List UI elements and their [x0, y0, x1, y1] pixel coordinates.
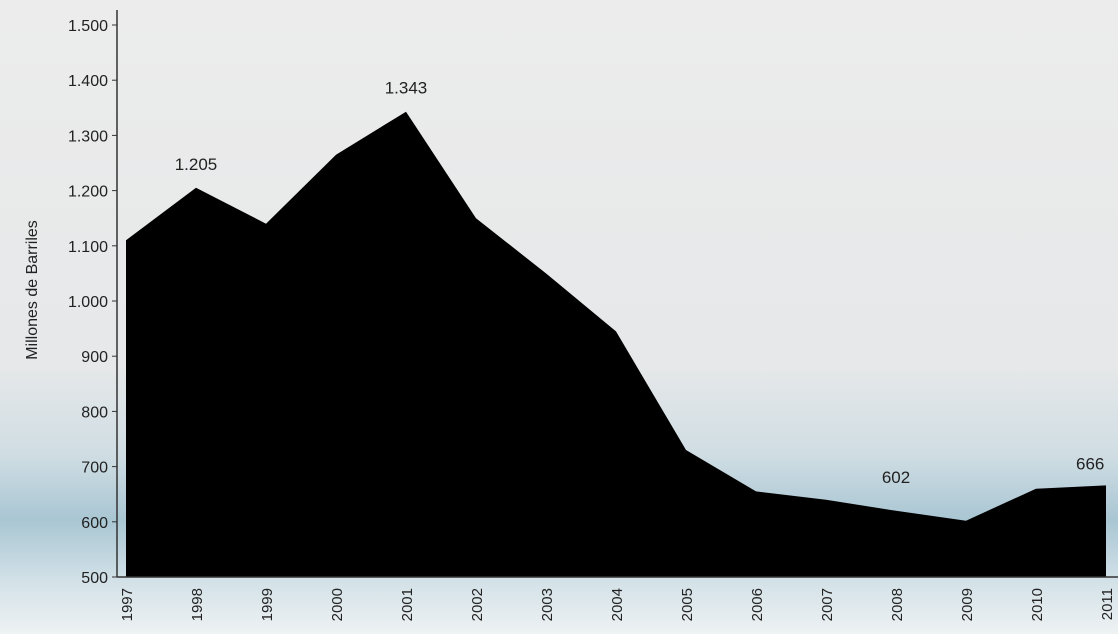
x-tick-label: 2006 — [749, 588, 766, 621]
x-tick-label: 2005 — [679, 588, 696, 621]
y-tick-label: 600 — [81, 515, 108, 532]
area-layer — [126, 111, 1106, 577]
data-label: 1.205 — [175, 155, 218, 174]
x-tick-label: 2009 — [959, 588, 976, 621]
data-label: 666 — [1076, 454, 1104, 473]
axis-layer — [112, 10, 1118, 578]
x-tick-label: 2011 — [1099, 588, 1116, 620]
data-label: 602 — [882, 468, 910, 487]
x-tick-label: 2007 — [819, 588, 836, 621]
x-tick-label: 2002 — [469, 588, 486, 621]
x-tick-label: 1998 — [189, 588, 206, 621]
x-tick-label: 1999 — [259, 588, 276, 621]
y-tick-label: 1.400 — [68, 73, 108, 90]
data-label: 1.343 — [385, 79, 428, 98]
y-tick-label: 800 — [81, 404, 108, 421]
x-tick-label: 2000 — [329, 588, 346, 621]
x-tick-label: 2001 — [399, 588, 416, 621]
x-tick-label: 2010 — [1029, 588, 1046, 621]
y-tick-label: 1.200 — [68, 184, 108, 201]
y-tick-label: 500 — [81, 570, 108, 587]
y-tick-label: 1.300 — [68, 128, 108, 145]
x-tick-label: 2008 — [889, 588, 906, 621]
y-tick-label: 1.000 — [68, 294, 108, 311]
y-tick-label: 700 — [81, 460, 108, 477]
label-layer: 500 600 700 800 900 1.000 1.100 1.200 1.300 1.400… — [68, 18, 1116, 621]
y-tick-label: 1.500 — [68, 18, 108, 35]
y-tick-label: 900 — [81, 349, 108, 366]
x-tick-label: 1997 — [119, 588, 136, 621]
y-tick-label: 1.100 — [68, 239, 108, 256]
x-tick-label: 2003 — [539, 588, 556, 621]
x-tick-label: 2004 — [609, 588, 626, 621]
area-series — [126, 111, 1106, 577]
y-axis-title: Millones de Barriles — [24, 220, 41, 360]
